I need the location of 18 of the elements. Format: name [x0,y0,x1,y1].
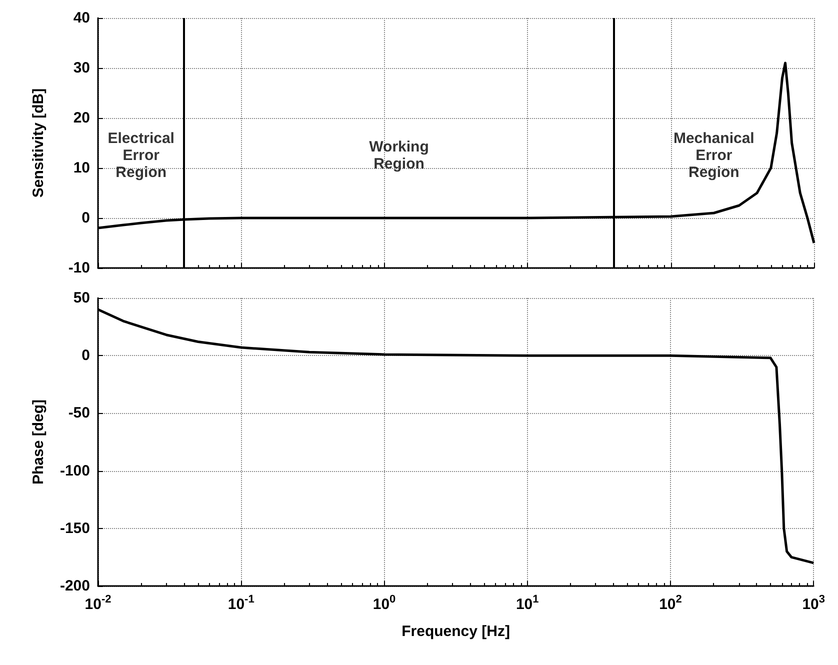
y-tick-label: -10 [68,260,90,276]
y-tick-label: -100 [60,462,90,480]
y-tick-label: 0 [82,210,90,226]
y-tick-label: 0 [82,347,90,364]
y-tick-label: -50 [68,404,90,422]
y-tick-label: 30 [73,60,90,76]
y-tick-label: 20 [73,110,90,126]
x-axis-title: Frequency [Hz] [402,623,510,640]
y-tick-label: -150 [60,520,90,537]
y-axis-title: Phase [deg] [30,399,47,485]
annotation: Electrical Error Region [108,130,174,181]
annotation: Mechanical Error Region [673,130,754,181]
y-tick-label: 10 [73,160,90,176]
y-axis-title: Sensitivity [dB] [30,88,47,198]
y-tick-label: -200 [60,578,90,594]
annotation: Working Region [369,138,429,172]
y-tick-label: 40 [73,10,90,26]
y-tick-label: 50 [73,290,90,306]
